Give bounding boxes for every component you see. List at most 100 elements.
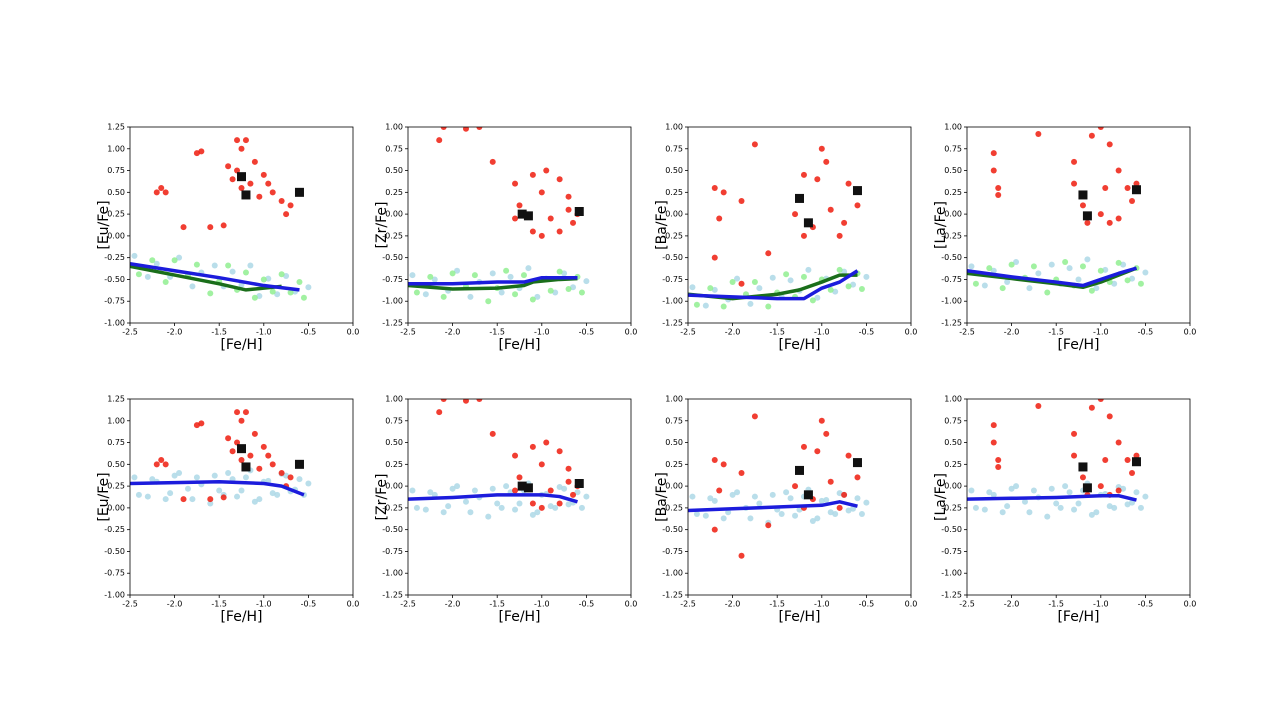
- scatter-point: [467, 509, 474, 516]
- scatter-point: [131, 252, 138, 259]
- scatter-point: [1035, 130, 1042, 137]
- scatter-point: [189, 283, 196, 290]
- scatter-point: [968, 487, 975, 494]
- line-series: [130, 264, 282, 292]
- square-point: [517, 481, 527, 491]
- scatter-point: [269, 189, 276, 196]
- scatter-point: [827, 286, 834, 293]
- scatter-point: [1079, 202, 1086, 209]
- line-series: [408, 275, 578, 286]
- scatter-point: [1030, 263, 1037, 270]
- y-tick-label: 1.00: [665, 123, 683, 132]
- scatter-point: [220, 494, 227, 501]
- scatter-point: [440, 293, 447, 300]
- y-tick-label: -0.25: [662, 231, 683, 240]
- x-axis-label: [Fe/H]: [1057, 609, 1099, 625]
- scatter-point: [863, 273, 870, 280]
- scatter-point: [1097, 211, 1104, 218]
- line-series: [130, 480, 305, 497]
- y-tick-label: -0.25: [662, 503, 683, 512]
- x-tick-label: -2.0: [445, 328, 461, 337]
- y-tick-label: -0.50: [662, 253, 683, 262]
- scatter-point: [409, 487, 416, 494]
- scatter-point: [814, 294, 821, 301]
- plot-area: [688, 413, 870, 559]
- scatter-point: [207, 496, 214, 503]
- scatter-point: [1035, 270, 1042, 277]
- scatter-point: [234, 167, 241, 174]
- square-point: [294, 459, 304, 469]
- scatter-point: [1106, 141, 1113, 148]
- y-axis-label: [Ba/Fe]: [654, 200, 670, 250]
- x-tick-label: -1.5: [769, 328, 785, 337]
- plot-area: [130, 137, 312, 301]
- x-axis-label: [Fe/H]: [778, 609, 820, 625]
- scatter-point: [247, 452, 254, 459]
- y-tick-label: -0.50: [941, 525, 962, 534]
- scatter-point: [1053, 500, 1060, 507]
- y-tick-label: -0.75: [104, 297, 125, 306]
- scatter-point: [529, 500, 536, 507]
- x-tick-label: 0.0: [347, 600, 360, 609]
- scatter-point: [1106, 503, 1113, 510]
- y-tick-label: 0.75: [944, 144, 962, 153]
- scatter-point: [1084, 219, 1091, 226]
- scatter-point: [1021, 498, 1028, 505]
- scatter-point: [427, 489, 434, 496]
- scatter-point: [986, 265, 993, 272]
- y-tick-label: 1.25: [107, 123, 125, 132]
- scatter-point: [707, 285, 714, 292]
- scatter-point: [269, 461, 276, 468]
- scatter-point: [1124, 456, 1131, 463]
- plot-area: [408, 127, 590, 305]
- scatter-point: [543, 439, 550, 446]
- x-tick-label: -1.0: [814, 328, 830, 337]
- scatter-point: [1129, 470, 1136, 477]
- scatter-point: [189, 496, 196, 503]
- square-point: [237, 444, 246, 454]
- scatter-point: [999, 509, 1006, 516]
- plot-area: [967, 127, 1149, 296]
- scatter-point: [462, 399, 469, 404]
- y-tick-label: 0.50: [665, 166, 683, 175]
- scatter-point: [1026, 509, 1033, 516]
- scatter-point: [1097, 267, 1104, 274]
- scatter-point: [792, 483, 799, 490]
- scatter-point: [751, 493, 758, 500]
- y-tick-label: -0.75: [104, 569, 125, 578]
- x-tick-label: -2.0: [1004, 328, 1020, 337]
- x-tick-label: -1.0: [534, 600, 550, 609]
- x-tick-label: -0.5: [1138, 600, 1154, 609]
- scatter-point: [841, 219, 848, 226]
- scatter-point: [845, 180, 852, 187]
- scatter-point: [1106, 219, 1113, 226]
- plot-area: [967, 399, 1149, 520]
- scatter-point: [751, 279, 758, 286]
- scatter-point: [765, 250, 772, 257]
- y-tick-label: -1.25: [382, 591, 403, 600]
- y-tick-label: 0.25: [944, 460, 962, 469]
- scatter-point: [543, 167, 550, 174]
- y-tick-label: -0.25: [104, 253, 125, 262]
- scatter-point: [818, 417, 825, 424]
- scatter-point: [198, 148, 205, 155]
- scatter-point: [1133, 489, 1140, 496]
- scatter-point: [476, 127, 483, 130]
- scatter-point: [995, 456, 1002, 463]
- scatter-point: [823, 430, 830, 437]
- scatter-point: [783, 271, 790, 278]
- scatter-point: [725, 509, 732, 516]
- x-tick-label: -1.5: [769, 600, 785, 609]
- scatter-point: [440, 509, 447, 516]
- x-tick-label: 0.0: [625, 600, 638, 609]
- scatter-point: [1142, 493, 1149, 500]
- axes-frame: [966, 126, 1191, 324]
- y-tick-label: 0.50: [385, 438, 403, 447]
- scatter-point: [693, 510, 700, 517]
- y-tick-label: -0.50: [104, 547, 125, 556]
- scatter-point: [422, 506, 429, 513]
- scatter-point: [995, 184, 1002, 191]
- scatter-point: [854, 474, 861, 481]
- square-point: [1131, 457, 1141, 467]
